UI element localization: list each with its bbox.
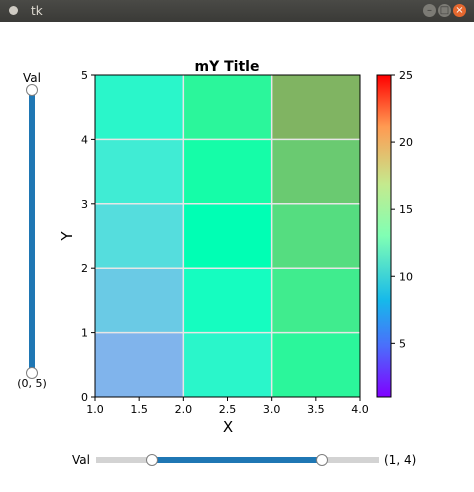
horizontal-slider-selected-range <box>152 457 322 463</box>
heatmap-cell <box>271 75 360 140</box>
heatmap-cell <box>271 203 360 269</box>
x-tick-label: 4.0 <box>351 403 369 416</box>
horizontal-slider-handle-min[interactable] <box>146 454 158 466</box>
heatmap-cell <box>183 268 272 333</box>
vertical-slider-label: Val <box>23 71 41 85</box>
colorbar-tick-label: 15 <box>399 203 413 216</box>
colorbar-tick-label: 10 <box>399 270 413 283</box>
heatmap-cell <box>183 139 272 204</box>
x-tick-label: 1.5 <box>130 403 148 416</box>
vertical-slider-value: (0, 5) <box>17 377 47 390</box>
minimize-button[interactable]: – <box>423 4 436 17</box>
x-axis-label: X <box>223 418 233 436</box>
colorbar <box>376 74 392 398</box>
y-tick-label: 5 <box>81 69 88 82</box>
horizontal-slider-label: Val <box>72 453 90 467</box>
colorbar-tick-label: 5 <box>399 337 406 350</box>
vertical-slider-handle-min[interactable] <box>26 367 38 379</box>
heatmap-grid <box>95 75 360 397</box>
heatmap-cell <box>95 268 184 333</box>
y-tick-label: 2 <box>81 262 88 275</box>
heatmap-cell <box>271 268 360 333</box>
heatmap-cell <box>183 75 272 140</box>
heatmap-cell <box>95 203 184 269</box>
y-tick-label: 3 <box>81 198 88 211</box>
y-tick-label: 0 <box>81 391 88 404</box>
vertical-slider-handle-max[interactable] <box>26 84 38 96</box>
chart-title: mY Title <box>195 59 260 75</box>
heatmap-cell <box>271 332 360 397</box>
heatmap-cell <box>271 139 360 204</box>
horizontal-slider-value: (1, 4) <box>384 453 417 467</box>
heatmap-cell <box>95 332 184 397</box>
close-button[interactable]: × <box>453 4 466 17</box>
heatmap-cell <box>95 75 184 140</box>
heatmap-cell <box>95 139 184 204</box>
x-tick-label: 1.0 <box>86 403 104 416</box>
window-titlebar: tk – □ × <box>0 0 474 22</box>
colorbar-tick-label: 20 <box>399 136 413 149</box>
x-tick-label: 3.0 <box>263 403 281 416</box>
heatmap-cell <box>183 332 272 397</box>
colorbar-ticks: 5 10 15 20 25 <box>391 69 413 350</box>
y-axis-label: Y <box>58 231 76 242</box>
x-tick-label: 2.5 <box>219 403 237 416</box>
horizontal-slider-handle-max[interactable] <box>316 454 328 466</box>
heatmap-cell <box>183 203 272 269</box>
heatmap-cells <box>95 75 360 397</box>
colorbar-tick-label: 25 <box>399 69 413 82</box>
x-axis-ticks: 1.0 1.5 2.0 2.5 3.0 3.5 4.0 <box>86 397 369 416</box>
y-axis-ticks: 0 1 2 3 4 5 <box>81 69 95 404</box>
x-tick-label: 3.5 <box>307 403 325 416</box>
maximize-button[interactable]: □ <box>438 4 451 17</box>
window-title: tk <box>31 4 43 18</box>
y-tick-label: 4 <box>81 133 88 146</box>
vertical-slider-track[interactable] <box>29 90 35 374</box>
x-tick-label: 2.0 <box>175 403 193 416</box>
y-tick-label: 1 <box>81 327 88 340</box>
app-icon <box>9 6 18 15</box>
